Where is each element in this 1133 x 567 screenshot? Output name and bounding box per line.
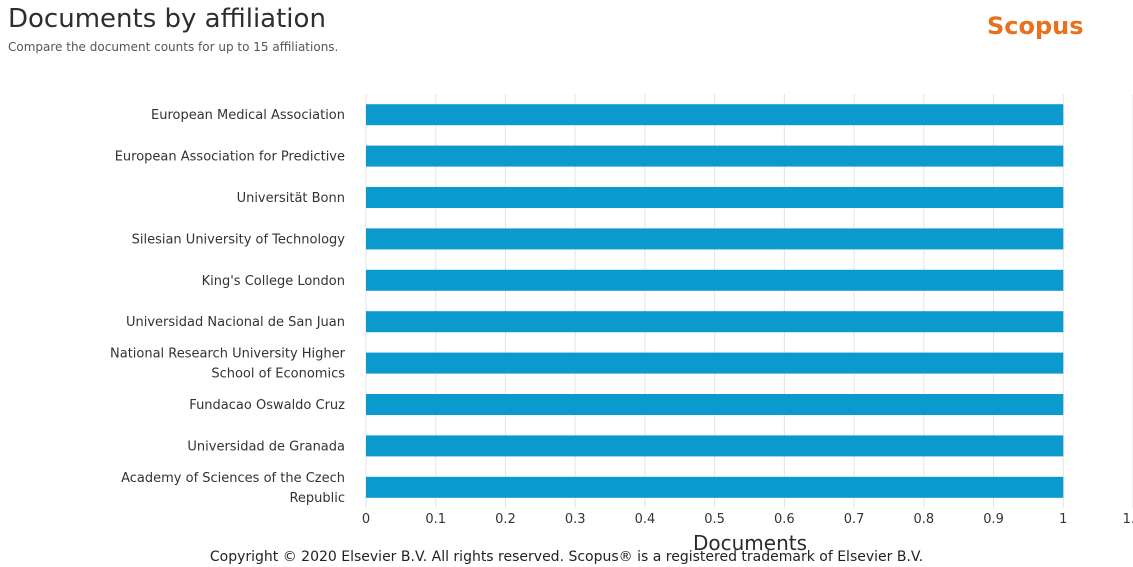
scopus-logo[interactable]: Scopus <box>987 12 1084 40</box>
category-label: School of Economics <box>211 367 345 382</box>
bar[interactable] <box>366 394 1064 415</box>
category-label: European Association for Predictive <box>115 150 345 165</box>
x-tick-label: 0.9 <box>983 512 1004 527</box>
x-tick-label: 0.8 <box>913 512 934 527</box>
copyright-notice: Copyright © 2020 Elsevier B.V. All right… <box>209 549 924 565</box>
bar[interactable] <box>366 311 1064 333</box>
bar[interactable] <box>366 435 1064 457</box>
x-tick-label: 1.1 <box>1123 512 1133 527</box>
x-tick-label: 0.3 <box>565 512 586 527</box>
x-tick-label: 0.7 <box>844 512 865 527</box>
bar-layer <box>366 104 1064 498</box>
category-label: European Medical Association <box>151 108 345 123</box>
bar[interactable] <box>366 145 1064 167</box>
x-tick-label: 0.4 <box>635 512 656 527</box>
bar[interactable] <box>366 352 1064 374</box>
bar[interactable] <box>366 228 1064 250</box>
tick-label-layer: 0 0.1 0.2 0.3 0.4 0.5 0.6 0.7 0.8 0.9 1 1.1 <box>362 512 1133 527</box>
x-tick-label: 1 <box>1059 512 1067 527</box>
bar[interactable] <box>366 104 1064 126</box>
category-label: Silesian University of Technology <box>132 232 346 247</box>
x-tick-label: 0.1 <box>425 512 446 527</box>
category-label: Fundacao Oswaldo Cruz <box>189 398 345 413</box>
bar[interactable] <box>366 476 1064 498</box>
category-label: National Research University Higher <box>110 347 346 362</box>
x-tick-label: 0.6 <box>774 512 795 527</box>
x-tick-label: 0 <box>362 512 370 527</box>
bar[interactable] <box>366 187 1064 208</box>
category-label: Universidad de Granada <box>187 439 345 454</box>
category-label: Universidad Nacional de San Juan <box>126 315 345 330</box>
page-title: Documents by affiliation <box>8 4 326 34</box>
page-subtitle: Compare the document counts for up to 15… <box>8 40 339 54</box>
x-tick-label: 0.5 <box>704 512 725 527</box>
bar[interactable] <box>366 269 1064 291</box>
category-label: Republic <box>289 491 345 506</box>
category-label: Universität Bonn <box>237 191 345 206</box>
category-label: Academy of Sciences of the Czech <box>121 471 345 486</box>
x-tick-label: 0.2 <box>495 512 516 527</box>
category-label-layer: European Medical Association European Ass… <box>110 108 346 506</box>
category-label: King's College London <box>202 274 345 289</box>
x-axis-title: Documents <box>693 531 807 555</box>
